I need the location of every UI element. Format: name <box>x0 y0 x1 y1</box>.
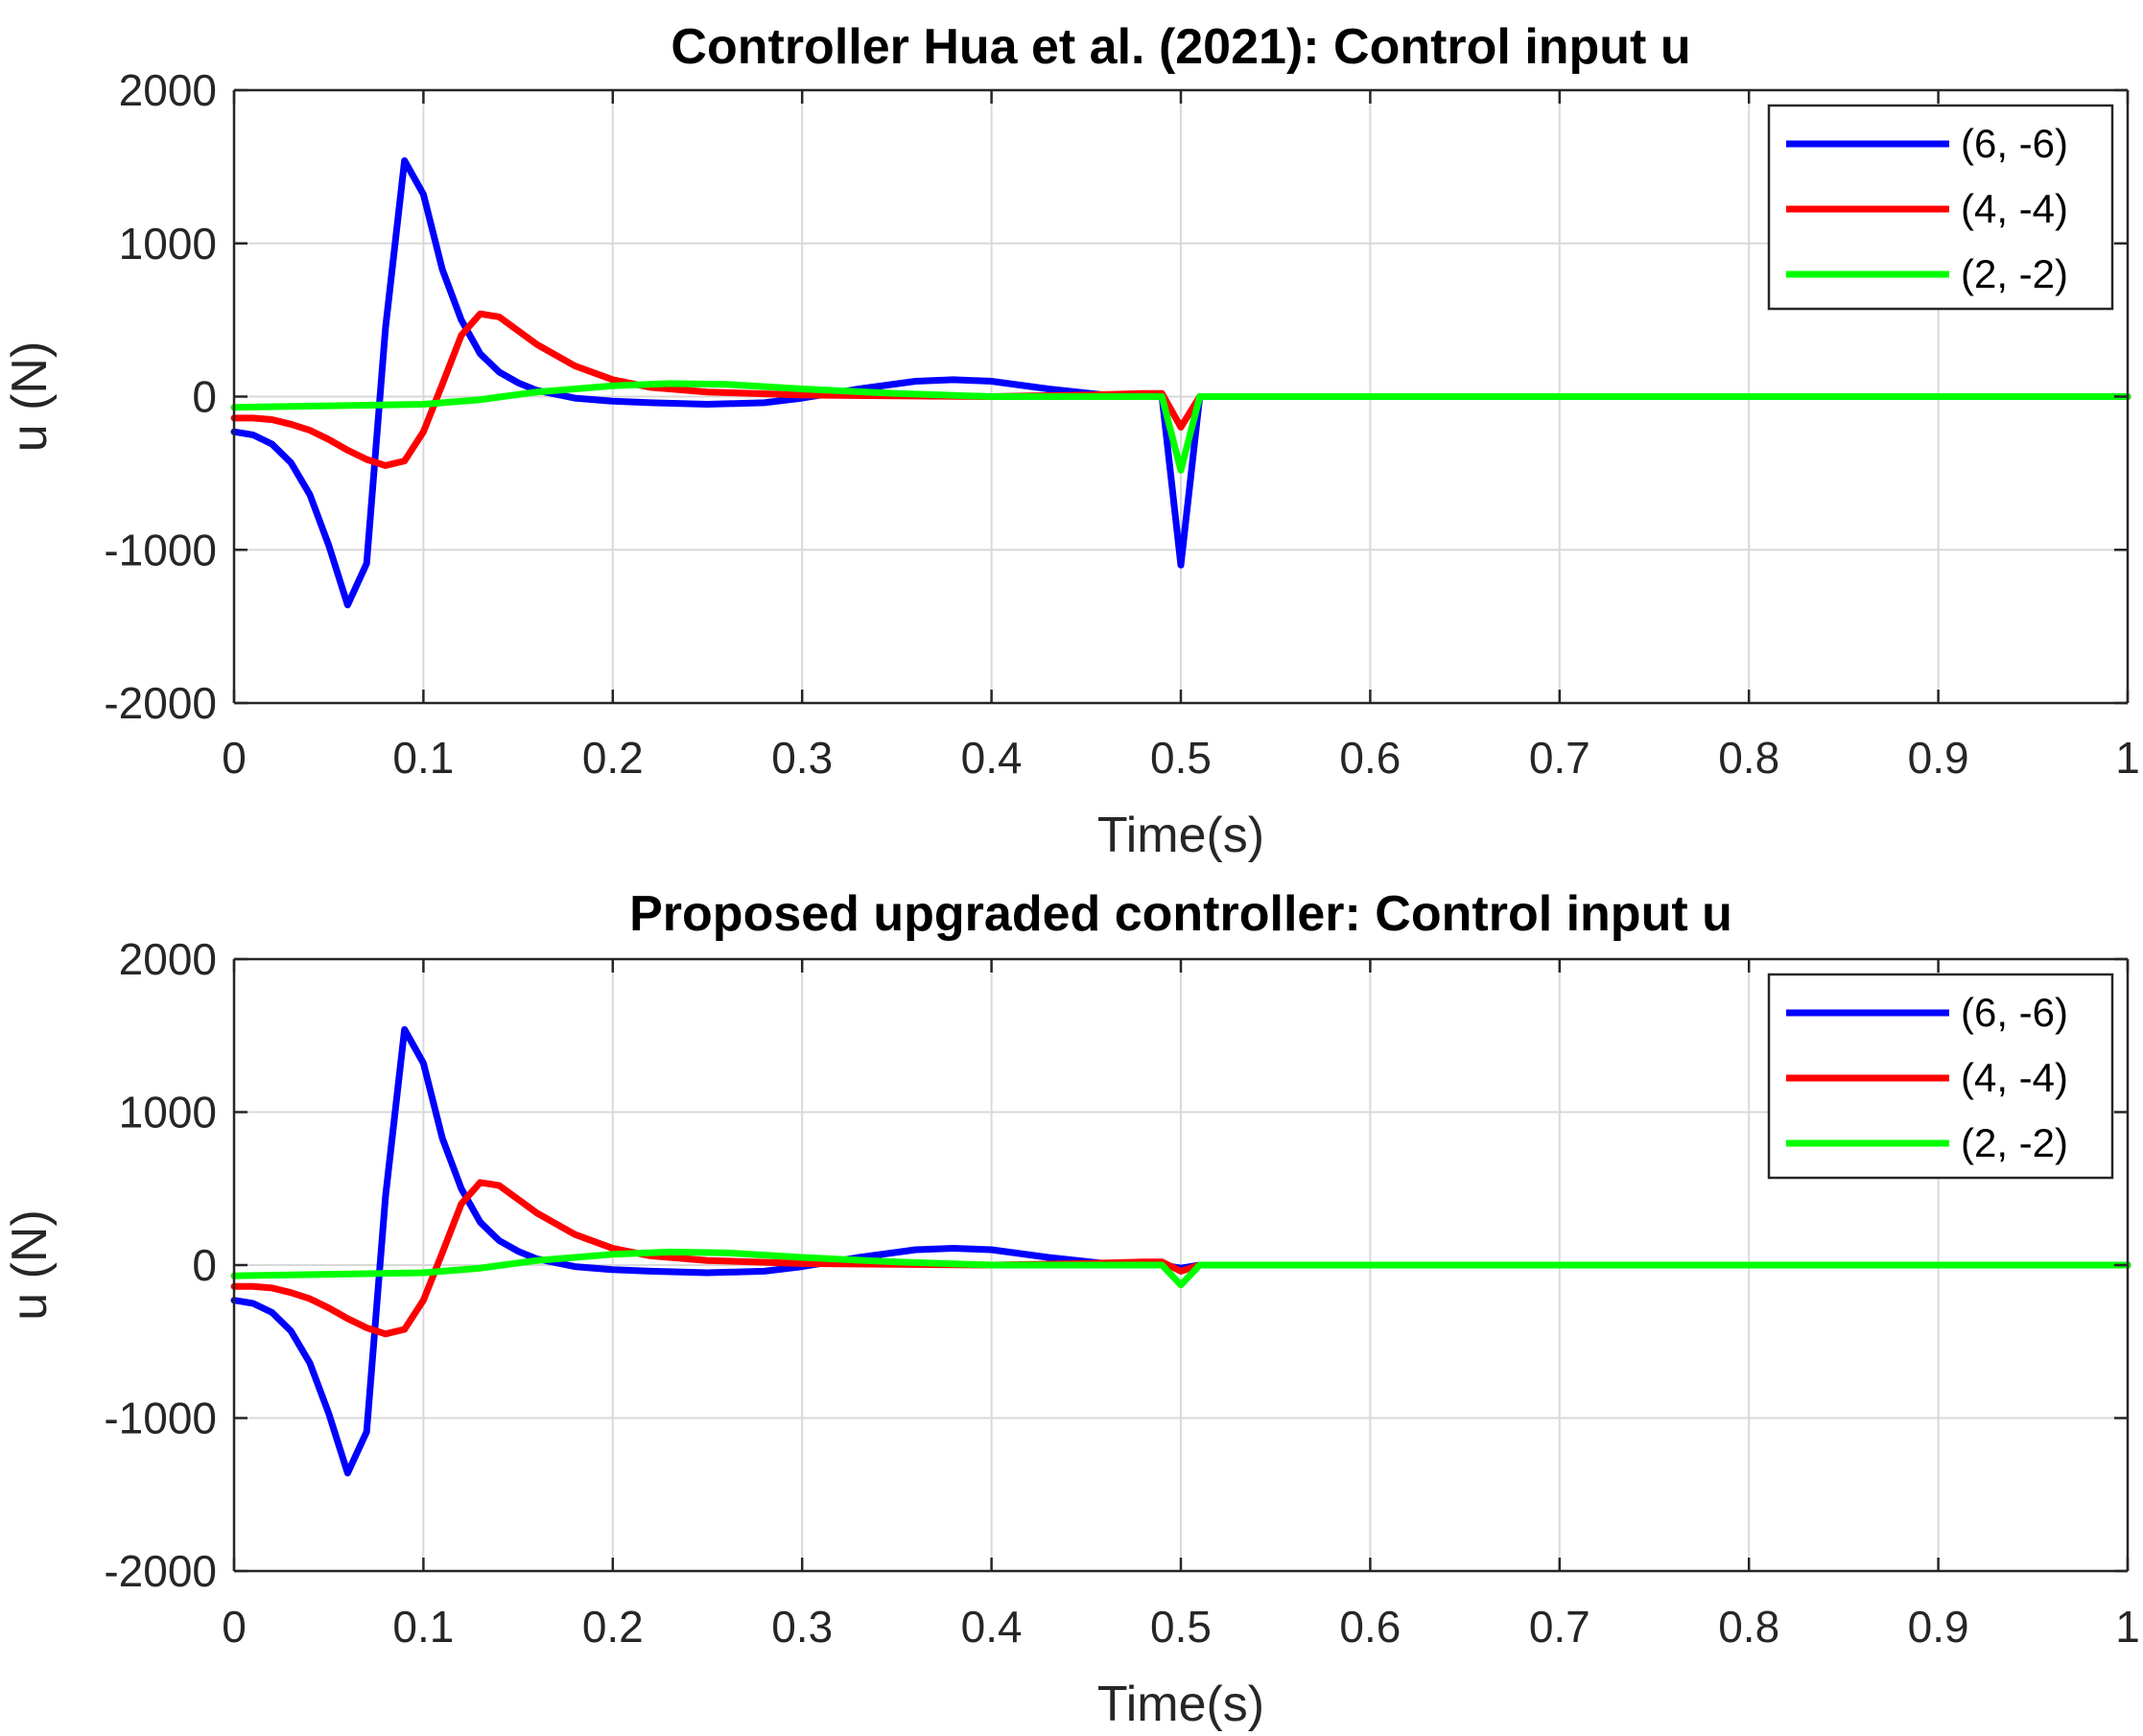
legend-label-2: (4, -4) <box>1961 1055 2068 1100</box>
x-tick-label: 0.1 <box>392 1602 454 1652</box>
x-tick-label: 0.3 <box>771 1602 833 1652</box>
y-tick-label: 0 <box>192 1240 217 1290</box>
x-tick-label: 0.8 <box>1718 733 1779 783</box>
series-line-2 <box>230 1179 2131 1338</box>
x-tick-label: 0.5 <box>1150 733 1212 783</box>
series-line-1 <box>230 157 2131 609</box>
x-tick-label: 1 <box>2115 733 2140 783</box>
x-tick-label: 0.1 <box>392 733 454 783</box>
y-tick-label: 2000 <box>119 934 217 984</box>
x-tick-label: 1 <box>2115 1602 2140 1652</box>
x-tick-label: 0 <box>222 733 247 783</box>
legend-label-1: (6, -6) <box>1961 121 2068 166</box>
legend-label-2: (4, -4) <box>1961 186 2068 231</box>
y-axis-label: u (N) <box>2 341 58 453</box>
subplot-1: 0 0.1 0.2 0.3 0.4 0.5 0.6 0.7 0.8 0.9 1 -2000 -1000 0… <box>2 19 2140 863</box>
x-tick-label: 0.3 <box>771 733 833 783</box>
x-tick-label: 0.4 <box>961 1602 1023 1652</box>
legend: (6, -6) (4, -4) (2, -2) <box>1767 973 2114 1180</box>
x-tick-label: 0 <box>222 1602 247 1652</box>
x-tick-label: 0.5 <box>1150 1602 1212 1652</box>
series-line-2 <box>230 310 2131 469</box>
y-tick-label: 1000 <box>119 1088 217 1138</box>
chart-title: Controller Hua et al. (2021): Control in… <box>671 19 1690 75</box>
x-tick-label: 0.7 <box>1529 1602 1590 1652</box>
x-tick-label: 0.2 <box>582 1602 644 1652</box>
subplot-2: 0 0.1 0.2 0.3 0.4 0.5 0.6 0.7 0.8 0.9 1 -2000 -1000 0… <box>2 886 2140 1732</box>
y-tick-label: 0 <box>192 372 217 422</box>
x-tick-label: 0.9 <box>1908 1602 1969 1652</box>
y-tick-label: 2000 <box>119 65 217 115</box>
y-tick-label: -1000 <box>104 525 217 575</box>
x-tick-label: 0.6 <box>1339 1602 1401 1652</box>
series-line-3 <box>230 1248 2131 1289</box>
x-tick-label: 0.8 <box>1718 1602 1779 1652</box>
legend-label-3: (2, -2) <box>1961 1120 2068 1165</box>
x-tick-label: 0.6 <box>1339 733 1401 783</box>
y-tick-label: 1000 <box>119 219 217 269</box>
y-tick-label: -2000 <box>104 678 217 728</box>
y-tick-label: -1000 <box>104 1394 217 1443</box>
series-line-3 <box>230 380 2131 474</box>
legend-label-1: (6, -6) <box>1961 990 2068 1035</box>
x-tick-label: 0.2 <box>582 733 644 783</box>
y-axis-label: u (N) <box>2 1209 58 1321</box>
x-tick-label: 0.9 <box>1908 733 1969 783</box>
y-tick-label: -2000 <box>104 1546 217 1596</box>
chart-title: Proposed upgraded controller: Control in… <box>629 886 1732 942</box>
x-tick-label: 0.4 <box>961 733 1023 783</box>
legend: (6, -6) (4, -4) (2, -2) <box>1767 104 2114 311</box>
x-tick-label: 0.7 <box>1529 733 1590 783</box>
x-axis-label: Time(s) <box>1097 1677 1264 1731</box>
x-axis-label: Time(s) <box>1097 808 1264 863</box>
legend-label-3: (2, -2) <box>1961 251 2068 296</box>
